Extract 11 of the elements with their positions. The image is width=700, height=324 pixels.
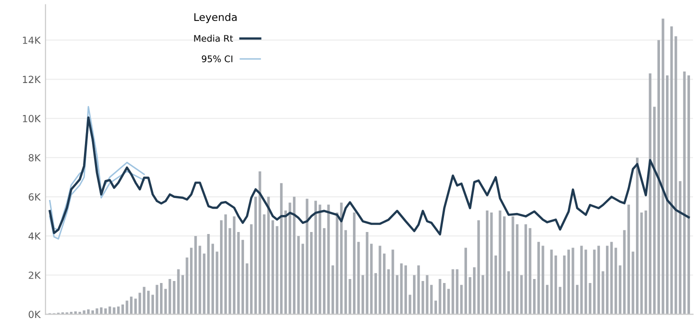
y-tick-label: 2K xyxy=(28,272,41,279)
legend-title: Leyenda xyxy=(194,12,237,24)
y-tick-label: 12K xyxy=(22,76,41,83)
y-tick-label: 0K xyxy=(28,310,41,318)
y-tick-label: 6K xyxy=(28,193,41,201)
legend-label: 95% CI xyxy=(202,55,232,62)
y-tick-label: 14K xyxy=(22,36,41,44)
y-tick-label: 8K xyxy=(28,154,41,162)
y-tick-label: 4K xyxy=(28,232,41,240)
legend-label: Media Rt xyxy=(194,34,233,42)
y-tick-label: 10K xyxy=(22,114,41,122)
